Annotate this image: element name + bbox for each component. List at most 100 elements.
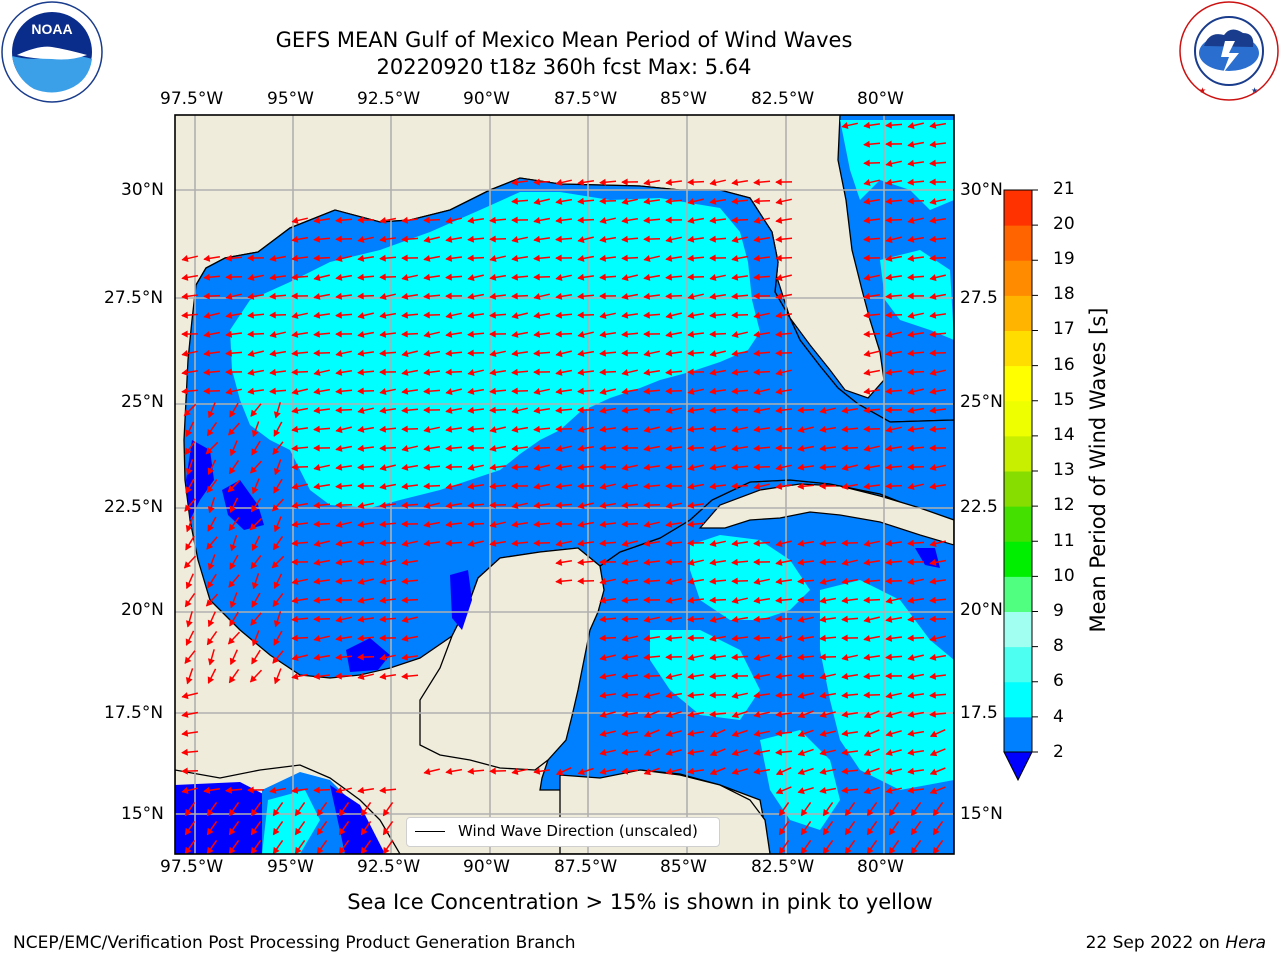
- wind-arrow-head: [225, 254, 232, 262]
- wind-arrow-head: [665, 407, 673, 414]
- colorbar-segment: [1004, 365, 1032, 402]
- wind-arrow-head: [863, 672, 870, 680]
- wind-arrow-head: [863, 711, 872, 719]
- wind-arrow-head: [687, 330, 695, 338]
- wind-arrow-head: [357, 578, 365, 586]
- wind-arrow-head: [775, 635, 783, 642]
- wind-arrow-head: [291, 425, 299, 433]
- colorbar-tick: 4: [1053, 707, 1064, 727]
- wind-arrow-head: [577, 426, 585, 433]
- wind-arrow-head: [929, 140, 937, 148]
- wind-arrow-head: [379, 406, 387, 414]
- wind-arrow-head: [445, 463, 452, 471]
- wind-arrow-head: [775, 292, 783, 300]
- wind-arrow-head: [907, 634, 914, 642]
- wind-arrow-head: [423, 273, 431, 281]
- wind-arrow-head: [291, 463, 298, 471]
- wind-arrow-head: [291, 520, 299, 528]
- wind-arrow-head: [251, 657, 258, 665]
- wind-arrow-head: [731, 577, 738, 585]
- wind-arrow-head: [313, 672, 321, 680]
- wind-arrow-head: [643, 292, 651, 300]
- wind-arrow-head: [577, 406, 584, 414]
- wind-arrow-head: [335, 444, 343, 452]
- wind-arrow-head: [316, 846, 324, 854]
- wind-arrow-head: [731, 653, 738, 661]
- wind-arrow-head: [555, 330, 562, 338]
- wind-arrow-head: [665, 178, 673, 186]
- wind-arrow-head: [577, 273, 585, 281]
- wind-arrow-head: [467, 406, 475, 414]
- wind-arrow-head: [357, 463, 364, 471]
- wind-arrow-head: [885, 426, 893, 433]
- wind-arrow-head: [885, 672, 892, 680]
- wind-arrow-head: [731, 558, 738, 566]
- wind-arrow-head: [885, 160, 893, 167]
- wind-arrow-head: [929, 635, 937, 642]
- wind-arrow-head: [184, 827, 192, 836]
- wind-arrow-head: [272, 656, 280, 664]
- wind-arrow-head: [643, 596, 650, 604]
- wind-arrow-head: [335, 311, 342, 319]
- wind-arrow-head: [929, 216, 937, 224]
- wind-arrow-head: [753, 349, 761, 357]
- wind-arrow-head: [401, 425, 408, 433]
- wind-arrow-head: [929, 672, 937, 680]
- wind-arrow-head: [269, 349, 277, 357]
- wind-arrow-head: [445, 520, 453, 528]
- wind-arrow-head: [401, 577, 409, 585]
- wind-arrow-head: [643, 235, 650, 243]
- wind-arrow-head: [929, 369, 937, 376]
- wind-arrow-head: [335, 521, 343, 528]
- wind-arrow-head: [338, 846, 346, 854]
- wind-arrow-head: [599, 217, 607, 224]
- wind-arrow-head: [863, 368, 871, 376]
- wind-arrow-head: [225, 273, 232, 281]
- lat-label-right: 17.5: [960, 703, 998, 723]
- wind-arrow-head: [357, 444, 365, 452]
- wind-arrow-head: [203, 368, 210, 376]
- wind-arrow-head: [313, 635, 321, 642]
- wind-arrow-head: [929, 159, 936, 167]
- wind-arrow-head: [247, 292, 255, 300]
- lon-label-top: 97.5°W: [160, 89, 224, 109]
- wind-arrow-head: [273, 542, 280, 551]
- wind-arrow-head: [181, 710, 189, 718]
- wind-arrow-head: [379, 577, 387, 585]
- wind-arrow-head: [819, 539, 827, 547]
- lat-label-left: 20°N: [121, 600, 164, 620]
- wind-arrow-head: [467, 767, 475, 775]
- wind-arrow-head: [775, 311, 783, 319]
- wind-arrow-head: [863, 691, 870, 699]
- wind-arrow-head: [228, 428, 236, 436]
- wind-arrow-head: [929, 311, 937, 319]
- wind-arrow-head: [203, 254, 211, 262]
- wind-arrow-head: [228, 675, 236, 684]
- wind-arrow-head: [401, 368, 409, 376]
- wind-arrow-head: [489, 406, 496, 414]
- wind-arrow-head: [665, 368, 672, 376]
- lon-label-top: 92.5°W: [357, 89, 421, 109]
- wind-arrow-head: [775, 672, 783, 680]
- wind-arrow-head: [335, 558, 343, 566]
- wind-arrow-head: [753, 235, 761, 243]
- wind-arrow-head: [775, 710, 783, 718]
- wind-arrow-head: [313, 596, 320, 604]
- wind-arrow-head: [269, 387, 276, 395]
- wind-arrow-head: [731, 236, 739, 244]
- noaa-logo-text: NOAA: [31, 21, 73, 37]
- wind-arrow-head: [841, 615, 848, 623]
- wind-arrow-head: [621, 387, 629, 395]
- wind-arrow-head: [291, 539, 298, 547]
- wind-arrow-head: [665, 578, 673, 586]
- wind-arrow-head: [621, 501, 629, 509]
- wind-arrow-head: [555, 368, 563, 376]
- wind-arrow-head: [709, 616, 717, 624]
- wind-arrow-head: [907, 615, 915, 623]
- wind-arrow-head: [401, 596, 408, 604]
- map-title: GEFS MEAN Gulf of Mexico Mean Period of …: [275, 28, 853, 52]
- wind-arrow-head: [866, 827, 874, 836]
- wind-arrow-head: [863, 350, 871, 358]
- wind-arrow-head: [775, 369, 783, 376]
- wind-arrow-head: [294, 846, 302, 854]
